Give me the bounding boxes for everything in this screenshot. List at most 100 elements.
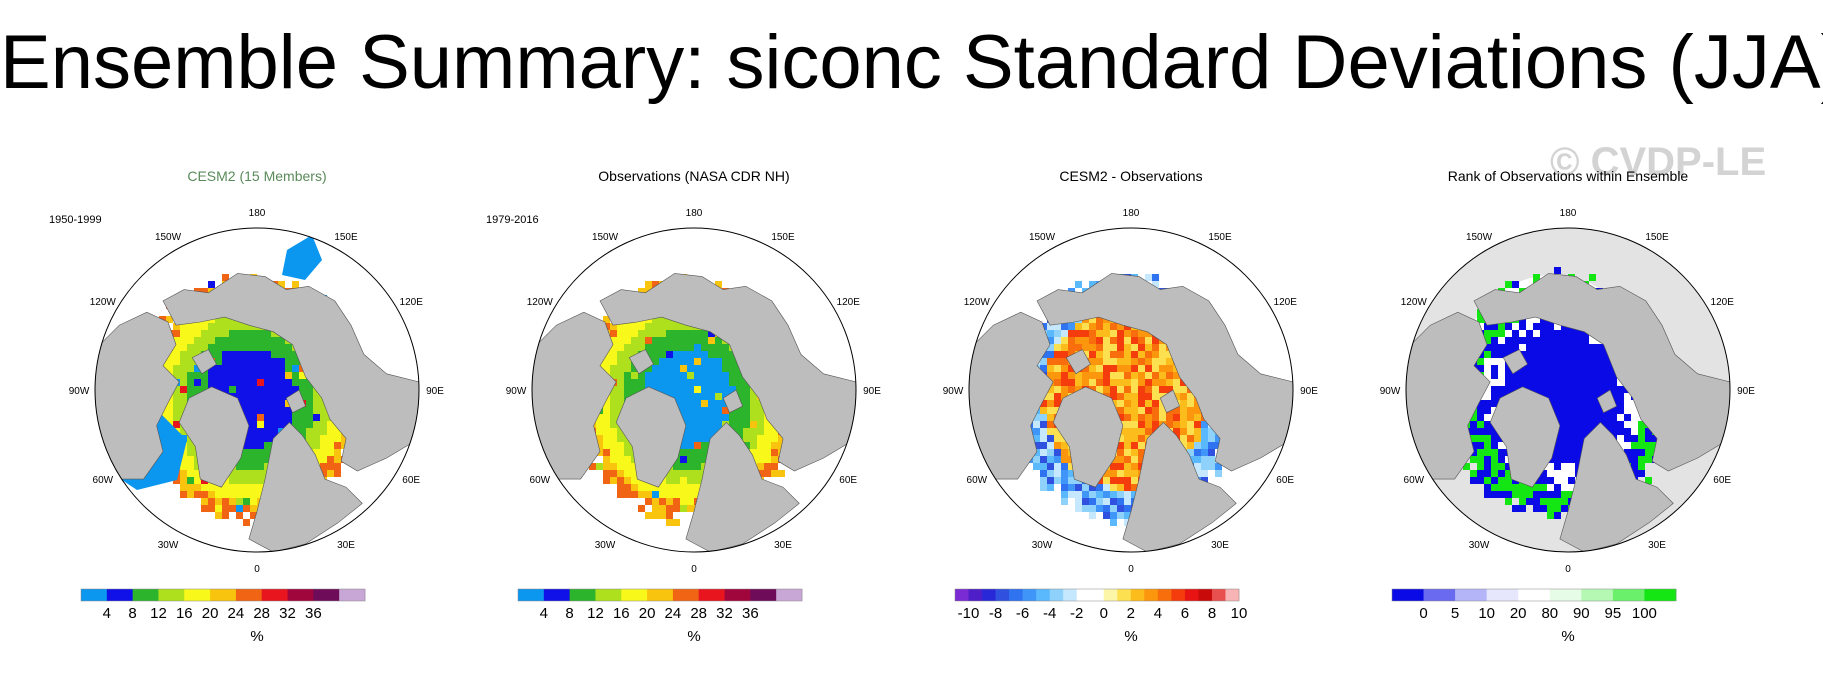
longitude-label: 60E — [1276, 475, 1294, 486]
colorbar-unit: % — [687, 628, 701, 645]
colorbar-swatch — [1049, 589, 1064, 601]
colorbar-tick-label: 4 — [540, 605, 548, 622]
colorbar-tick-label: 10 — [1231, 605, 1248, 622]
colorbar-tick-label: 28 — [253, 605, 270, 622]
panel-period: 1950-1999 — [49, 214, 102, 226]
colorbar-swatch — [672, 589, 700, 601]
colorbar-tick-label: 0 — [1100, 605, 1108, 622]
longitude-label: 0 — [691, 564, 697, 575]
figure-title: Ensemble Summary: siconc Standard Deviat… — [0, 20, 1823, 105]
longitude-label: 90W — [943, 386, 964, 397]
longitude-label: 60E — [1713, 475, 1731, 486]
longitude-label: 30E — [1648, 540, 1666, 551]
disc-outline — [94, 227, 420, 553]
colorbar-swatch — [158, 589, 185, 601]
longitude-label: 90E — [1737, 386, 1755, 397]
longitude-label: 150W — [1029, 232, 1056, 243]
colorbar-swatch — [1392, 589, 1424, 601]
colorbar-swatch — [698, 589, 725, 601]
longitude-label: 120W — [527, 297, 554, 308]
land — [95, 273, 419, 552]
colorbar: -10 -8 -6 -4 -2 0 2 4 6 8 10 — [954, 588, 1248, 622]
colorbar-tick-label: 12 — [587, 605, 604, 622]
colorbar-unit: % — [1561, 628, 1575, 645]
longitude-label: 90E — [426, 386, 444, 397]
polar-map: 180 150E 120E 90E 60E 30E 0 30W 60W 90W 120W 150W — [69, 208, 445, 575]
map-field — [1406, 267, 1730, 552]
colorbar-tick-label: -8 — [989, 605, 1002, 622]
longitude-label: 120W — [964, 297, 991, 308]
colorbar-tick-label: 95 — [1605, 605, 1622, 622]
longitude-label: 30E — [337, 540, 355, 551]
colorbar-tick-label: 90 — [1573, 605, 1590, 622]
panel-period: 1979-2016 — [486, 214, 539, 226]
colorbar-swatch — [1184, 589, 1199, 601]
colorbar-tick-label: -6 — [1016, 605, 1029, 622]
longitude-label: 120E — [1711, 297, 1735, 308]
land — [969, 273, 1293, 552]
longitude-label: 150E — [771, 232, 795, 243]
colorbar-swatch — [968, 589, 983, 601]
colorbar-swatch — [1423, 589, 1456, 601]
colorbar-swatch — [647, 589, 674, 601]
longitude-label: 0 — [1128, 564, 1134, 575]
colorbar-swatch — [81, 589, 108, 601]
colorbar-swatch — [1644, 589, 1677, 601]
colorbar-swatch — [132, 589, 159, 601]
longitude-label: 120E — [837, 297, 861, 308]
colorbar-tick-label: 8 — [1208, 605, 1216, 622]
longitude-label: 60E — [402, 475, 420, 486]
colorbar-swatch — [1103, 589, 1118, 601]
longitude-label: 30W — [158, 540, 179, 551]
longitude-label: 150E — [1208, 232, 1232, 243]
colorbar-tick-label: -10 — [958, 605, 980, 622]
colorbar-swatch — [1130, 589, 1145, 601]
longitude-label: 0 — [1565, 564, 1571, 575]
colorbar-unit: % — [250, 628, 264, 645]
colorbar-tick-label: 2 — [1127, 605, 1135, 622]
colorbar-swatch — [995, 589, 1010, 601]
colorbar-swatch — [1455, 589, 1488, 601]
longitude-label: 180 — [686, 208, 703, 219]
colorbar-swatch — [184, 589, 211, 601]
colorbar-swatch — [1198, 589, 1213, 601]
longitude-label: 30W — [595, 540, 616, 551]
longitude-label: 60W — [530, 475, 551, 486]
colorbar-tick-label: 16 — [176, 605, 193, 622]
panel-cesm2: CESM2 (15 Members) 1950-1999 180 150E 120E… — [37, 160, 477, 670]
longitude-label: 120W — [90, 297, 117, 308]
colorbar-swatch — [1117, 589, 1132, 601]
colorbar-swatch — [1549, 589, 1582, 601]
longitude-label: 90W — [506, 386, 527, 397]
colorbar-tick-label: 12 — [150, 605, 167, 622]
longitude-label: 30E — [1211, 540, 1229, 551]
colorbar-tick-label: 32 — [716, 605, 733, 622]
longitude-label: 150W — [592, 232, 619, 243]
colorbar-tick-label: 16 — [613, 605, 630, 622]
panel-title: CESM2 - Observations — [1059, 168, 1203, 184]
colorbar-swatch — [1171, 589, 1186, 601]
colorbar-swatch — [1211, 589, 1226, 601]
land — [1406, 273, 1730, 552]
longitude-label: 180 — [249, 208, 266, 219]
polar-map: 180 150E 120E 90E 60E 30E 0 30W 60W 90W 120W 150W — [506, 208, 882, 575]
colorbar-swatch — [569, 589, 596, 601]
colorbar-tick-label: 6 — [1181, 605, 1189, 622]
disc-outline — [968, 227, 1294, 553]
colorbar-tick-label: 24 — [665, 605, 682, 622]
longitude-label: 180 — [1560, 208, 1577, 219]
longitude-label: 90W — [69, 386, 90, 397]
map-field — [969, 273, 1293, 552]
colorbar-tick-label: 28 — [690, 605, 707, 622]
colorbar: 4 8 12 16 20 24 28 32 36 — [517, 588, 803, 622]
colorbar-swatch — [776, 589, 803, 601]
colorbar-tick-label: 36 — [742, 605, 759, 622]
disc-outline — [1405, 227, 1731, 553]
longitude-label: 30W — [1032, 540, 1053, 551]
colorbar-swatch — [518, 589, 545, 601]
longitude-label: 150W — [1466, 232, 1493, 243]
longitude-label: 30W — [1469, 540, 1490, 551]
colorbar-tick-label: 0 — [1419, 605, 1427, 622]
colorbar-swatch — [1090, 589, 1105, 601]
longitude-label: 60W — [967, 475, 988, 486]
